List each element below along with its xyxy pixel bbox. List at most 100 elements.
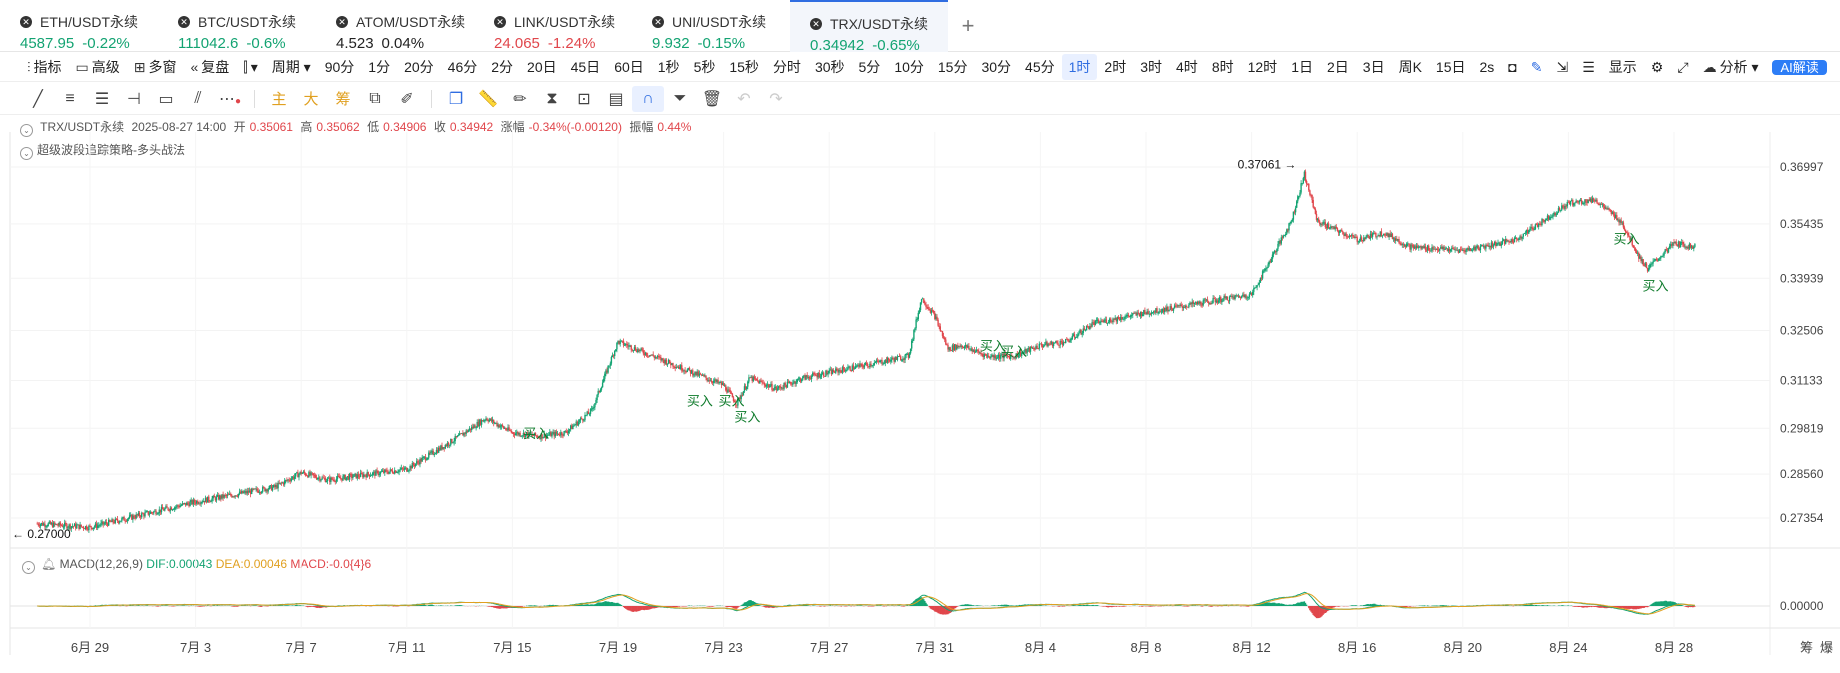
candle-body: [1656, 259, 1657, 260]
candle-body: [706, 378, 707, 380]
candle-body: [1069, 340, 1070, 342]
candle-body: [1142, 314, 1143, 316]
candle-body: [1033, 348, 1034, 349]
y-tick-label: 0.31133: [1780, 373, 1823, 387]
candle-body: [792, 383, 793, 385]
candle-body: [1148, 311, 1149, 314]
candle-body: [1305, 172, 1306, 181]
candle-body: [1593, 198, 1594, 200]
min-price-label: ← 0.27000: [12, 527, 71, 541]
x-tick-label: 8月 4: [1025, 640, 1056, 655]
candle-body: [1078, 333, 1079, 335]
candle-body: [486, 419, 487, 421]
candle-body: [1252, 292, 1253, 295]
candle-body: [1352, 235, 1353, 237]
candle-body: [1144, 310, 1145, 313]
candle-body: [415, 464, 416, 466]
candle-body: [1248, 297, 1249, 298]
candle-body: [918, 313, 919, 319]
candle-body: [1259, 283, 1260, 285]
candle-body: [1669, 246, 1670, 248]
candle-body: [578, 422, 579, 426]
candle-body: [120, 521, 121, 522]
candle-body: [313, 473, 314, 475]
candle-body: [684, 370, 685, 371]
candle-body: [639, 350, 640, 351]
candle-body: [774, 388, 775, 390]
candle-body: [211, 498, 212, 501]
candle-body: [389, 472, 390, 474]
candle-body: [508, 427, 509, 430]
candle-body: [596, 395, 597, 400]
candle-body: [1523, 234, 1524, 237]
candle-body: [1255, 287, 1256, 288]
candle-body: [1408, 243, 1409, 244]
candle-body: [1273, 253, 1274, 255]
candle-body: [1649, 264, 1650, 268]
candle-body: [932, 310, 933, 311]
candle-body: [392, 471, 393, 473]
candle-body: [93, 528, 94, 530]
candle-body: [336, 479, 337, 482]
candle-body: [1289, 223, 1290, 224]
candle-body: [1525, 233, 1526, 234]
candle-body: [919, 310, 920, 313]
candle-body: [823, 373, 824, 377]
candle-body: [515, 433, 516, 435]
candle-body: [305, 473, 306, 475]
candle-body: [689, 368, 690, 370]
candle-body: [1531, 227, 1532, 228]
candle-body: [681, 365, 682, 370]
candle-body: [593, 407, 594, 408]
candle-body: [1071, 339, 1072, 340]
y-tick-label: 0.33939: [1780, 271, 1824, 285]
candle-body: [904, 355, 905, 360]
candle-body: [888, 358, 889, 360]
candle-body: [1082, 333, 1083, 335]
candle-body: [925, 305, 926, 307]
candle-body: [915, 320, 916, 329]
candle-body: [615, 349, 616, 351]
candle-body: [1220, 297, 1221, 302]
candle-body: [1545, 220, 1546, 222]
candle-body: [339, 477, 340, 479]
x-tick-label: 8月 8: [1130, 640, 1161, 655]
candle-body: [1663, 252, 1664, 255]
candle-body: [585, 415, 586, 416]
candle-body: [602, 383, 603, 388]
candle-body: [809, 377, 810, 378]
candle-body: [1654, 261, 1655, 262]
candle-body: [1542, 219, 1543, 221]
candle-body: [693, 375, 694, 376]
candle-body: [1267, 264, 1268, 267]
x-tick-label: 8月 24: [1549, 640, 1587, 655]
candle-body: [820, 377, 821, 378]
candle-body: [604, 374, 605, 379]
candle-body: [1463, 250, 1464, 251]
candle-body: [879, 361, 880, 363]
candle-body: [484, 420, 485, 421]
candle-body: [1039, 344, 1040, 349]
candle-body: [667, 363, 668, 364]
candle-body: [1221, 301, 1222, 302]
candle-body: [1635, 248, 1636, 251]
candle-body: [1452, 248, 1453, 249]
candle-body: [371, 475, 372, 476]
candle-body: [1493, 245, 1494, 246]
candle-body: [610, 364, 611, 366]
candle-body: [569, 429, 570, 431]
candle-body: [364, 475, 365, 476]
candle-body: [856, 366, 857, 367]
candle-body: [1084, 328, 1085, 330]
candle-body: [594, 403, 595, 407]
candle-body: [1263, 271, 1264, 272]
buy-signal-label: 买入: [1001, 345, 1027, 360]
candle-body: [849, 366, 850, 370]
candle-body: [1300, 183, 1301, 192]
candle-body: [711, 381, 712, 382]
candle-body: [1361, 237, 1362, 240]
candle-body: [603, 379, 604, 383]
candle-body: [65, 523, 66, 524]
candle-body: [167, 508, 168, 510]
